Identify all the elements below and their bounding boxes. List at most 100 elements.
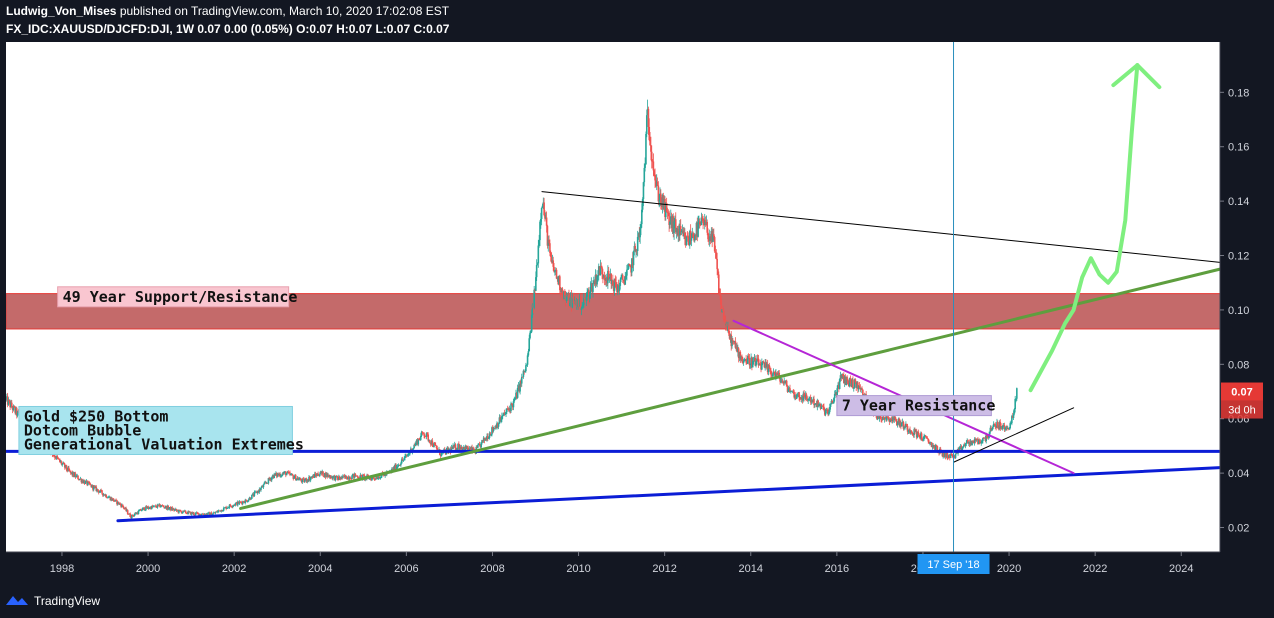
candle [304, 477, 307, 481]
candle [953, 454, 956, 459]
candle [414, 442, 416, 447]
candle [294, 474, 297, 481]
candle [124, 507, 127, 510]
candle [440, 452, 443, 457]
candle [278, 472, 280, 477]
candle [968, 439, 971, 447]
candle [621, 273, 623, 279]
candle [148, 507, 151, 510]
candle [1008, 427, 1011, 431]
candle [501, 414, 504, 419]
projection-path[interactable] [1028, 63, 1140, 393]
candle [819, 402, 821, 407]
candle [799, 394, 801, 403]
candle [478, 441, 481, 447]
trendline[interactable] [239, 267, 1222, 510]
candle [690, 232, 693, 247]
candle [801, 395, 804, 404]
candle [789, 384, 791, 393]
candle [343, 473, 346, 479]
candle [200, 513, 203, 516]
candle [602, 274, 605, 280]
candle [698, 215, 700, 229]
annotation-label[interactable]: 7 Year Resistance [836, 395, 996, 417]
candle [908, 428, 911, 434]
candle [751, 356, 753, 371]
candle [963, 442, 966, 447]
candle [914, 427, 916, 435]
candle [396, 464, 399, 469]
candle [977, 438, 980, 445]
trendline[interactable] [953, 407, 1075, 463]
candle [683, 226, 685, 240]
candle [249, 497, 252, 501]
candle [931, 442, 934, 450]
annotation-label[interactable]: 49 Year Support/Resistance [57, 286, 298, 308]
candle [889, 418, 891, 423]
candle [481, 439, 483, 445]
candle [293, 475, 295, 479]
candle [969, 439, 972, 447]
candle [588, 291, 591, 303]
candle [244, 498, 247, 505]
candle [146, 506, 149, 509]
author-name[interactable]: Ludwig_Von_Mises [6, 4, 117, 18]
candle [92, 485, 95, 492]
candle [465, 445, 468, 450]
candle [814, 402, 817, 405]
candle [622, 279, 625, 284]
candle [216, 510, 218, 513]
candle [897, 417, 900, 425]
trendline[interactable] [116, 466, 1222, 523]
candle [662, 192, 665, 211]
candle [466, 446, 468, 451]
candle [948, 454, 951, 461]
candle [165, 505, 168, 511]
candle [131, 514, 133, 520]
candle [427, 432, 430, 442]
trendline[interactable] [541, 191, 1221, 263]
candle [497, 422, 500, 430]
candle [321, 469, 324, 475]
candle [372, 477, 375, 480]
candle [228, 503, 231, 509]
candle [159, 503, 161, 508]
candle [1013, 408, 1016, 416]
candle [862, 389, 864, 396]
candle [714, 245, 717, 259]
candle [452, 443, 454, 450]
x-tick-label: 2020 [997, 563, 1021, 575]
candle [572, 293, 574, 304]
candle [246, 499, 248, 503]
candle [788, 386, 790, 393]
candle [600, 262, 603, 269]
candle [306, 478, 309, 484]
candle [606, 276, 608, 287]
tradingview-footer[interactable]: TradingView [6, 591, 100, 611]
candle [666, 207, 669, 220]
candle [272, 475, 275, 479]
candle [746, 358, 748, 365]
candle [654, 168, 656, 189]
candle [686, 231, 689, 238]
annotation-text: Gold $250 Bottom [24, 407, 169, 425]
candle [310, 476, 313, 479]
candle [86, 480, 88, 487]
price-chart[interactable]: 49 Year Support/Resistance Gold $250 Bott… [6, 42, 1268, 591]
candle [762, 360, 765, 364]
candle [1001, 424, 1004, 431]
candle [917, 429, 920, 437]
candle [712, 228, 714, 243]
candle [984, 435, 987, 443]
candle [896, 421, 899, 428]
candle [11, 405, 14, 414]
candle [309, 476, 311, 481]
candle [612, 274, 614, 287]
candle [508, 405, 511, 413]
candle [541, 203, 544, 209]
candle [217, 509, 220, 513]
candle [708, 229, 711, 247]
candle [522, 369, 525, 379]
candle [822, 404, 824, 410]
